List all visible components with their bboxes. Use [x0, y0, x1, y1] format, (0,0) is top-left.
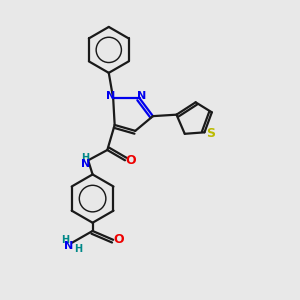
Text: N: N: [64, 241, 74, 251]
Text: O: O: [125, 154, 136, 167]
Text: O: O: [113, 233, 124, 246]
Text: N: N: [137, 91, 147, 100]
Text: N: N: [81, 159, 90, 169]
Text: S: S: [206, 127, 215, 140]
Text: H: H: [61, 235, 70, 245]
Text: N: N: [106, 91, 116, 100]
Text: H: H: [74, 244, 83, 254]
Text: H: H: [81, 153, 89, 163]
